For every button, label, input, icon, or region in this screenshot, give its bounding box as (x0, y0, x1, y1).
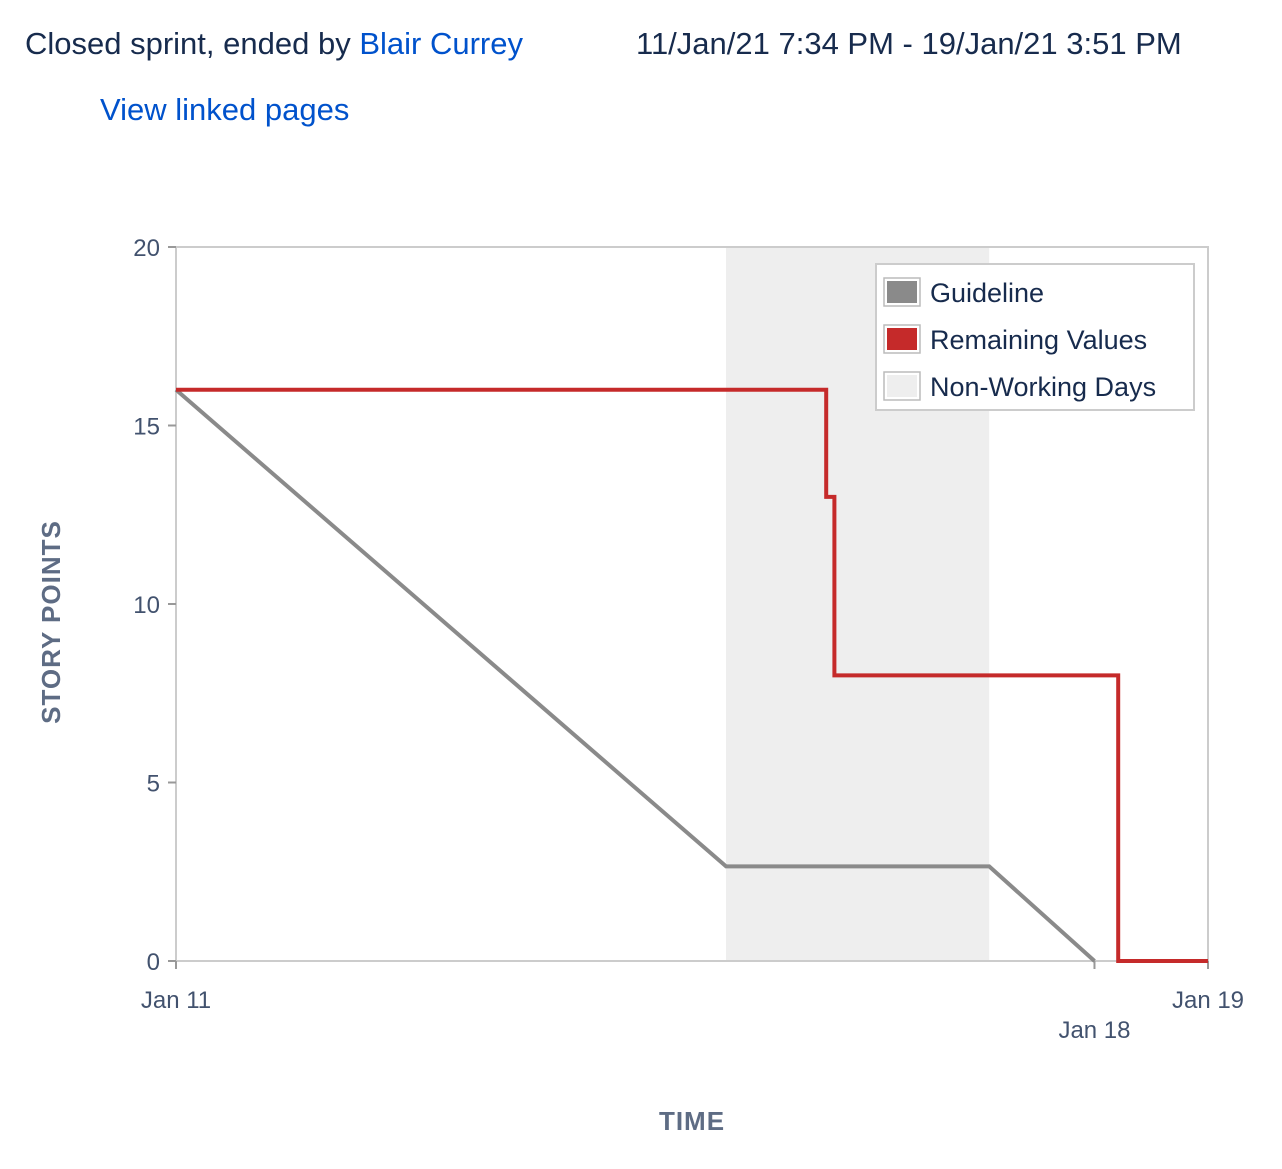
legend-label: Remaining Values (930, 325, 1147, 355)
legend-label: Guideline (930, 278, 1044, 308)
sprint-date-range: 11/Jan/21 7:34 PM - 19/Jan/21 3:51 PM (636, 26, 1182, 61)
x-tick-label: Jan 18 (1058, 1017, 1130, 1044)
sprint-header: Closed sprint, ended by Blair Currey 11/… (25, 22, 1265, 66)
series-line-remaining-values (176, 387, 1208, 963)
x-tick-label: Jan 19 (1172, 987, 1244, 1014)
series-line-guideline (174, 388, 1096, 963)
x-axis-title: TIME (659, 1106, 725, 1136)
y-tick-label: 0 (147, 949, 160, 976)
legend-swatch (887, 328, 917, 350)
y-tick-label: 10 (133, 592, 160, 619)
x-tick-label: Jan 11 (141, 987, 211, 1014)
y-axis-title: STORY POINTS (36, 520, 66, 724)
view-linked-pages-link[interactable]: View linked pages (100, 92, 350, 127)
legend-swatch (887, 375, 917, 397)
y-tick-label: 15 (133, 414, 160, 441)
y-tick-label: 20 (133, 235, 160, 262)
y-tick-label: 5 (147, 771, 160, 798)
legend-swatch (887, 281, 917, 303)
ended-by-user-link[interactable]: Blair Currey (359, 26, 523, 61)
sprint-status-text: Closed sprint, ended by (25, 26, 351, 61)
legend-label: Non-Working Days (930, 372, 1156, 402)
legend-box (875, 263, 1195, 411)
